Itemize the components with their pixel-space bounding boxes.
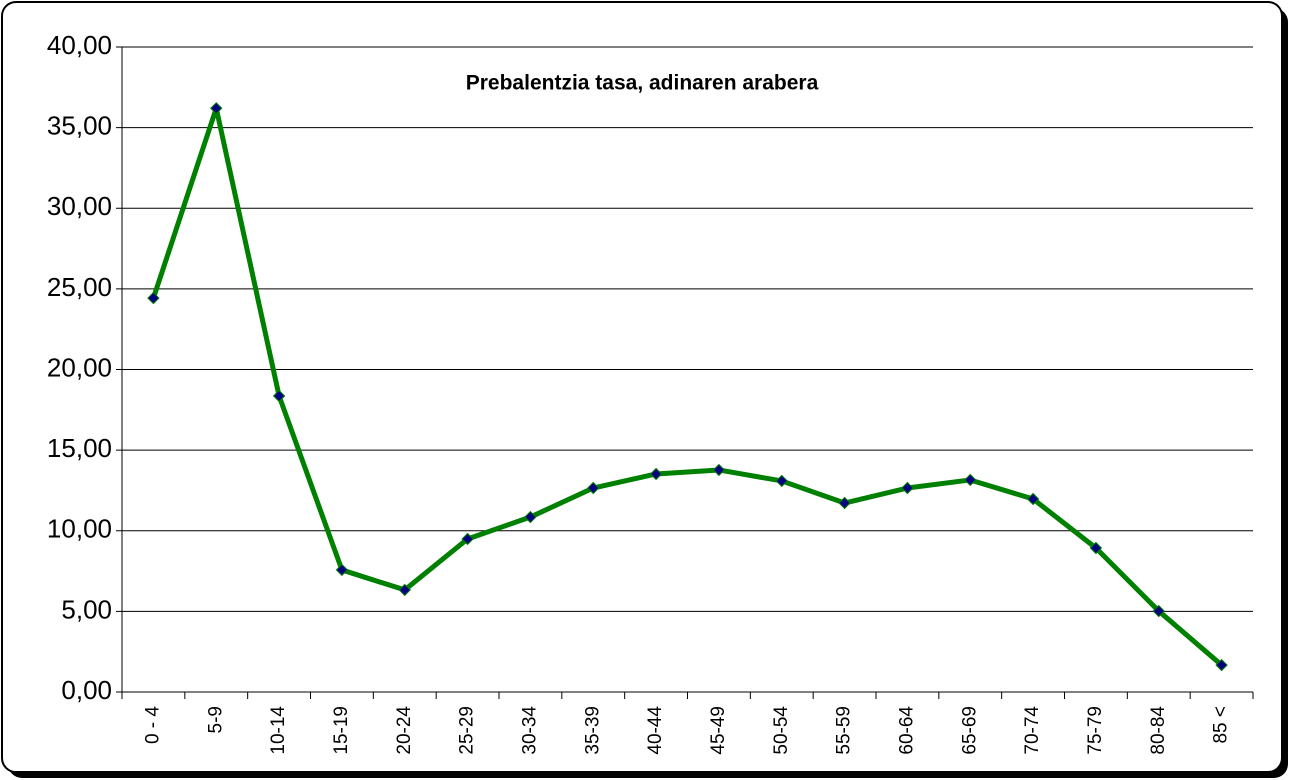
data-marker: [147, 291, 160, 305]
x-tick-label: 35-39: [582, 706, 603, 755]
x-tick-label: 0 - 4: [142, 706, 163, 744]
data-marker: [524, 510, 537, 524]
data-marker: [964, 473, 977, 487]
x-tick-label: 5-9: [205, 706, 226, 733]
data-marker: [335, 563, 349, 577]
data-marker: [1089, 541, 1103, 555]
y-tick-label: 15,00: [47, 433, 112, 463]
x-tick-label: 85 <: [1211, 706, 1232, 744]
x-tick-label: 15-19: [331, 706, 352, 755]
data-marker: [901, 481, 914, 495]
x-tick-label: 30-34: [519, 706, 540, 755]
x-tick-label: 45-49: [708, 706, 729, 755]
x-tick-label: 80-84: [1148, 706, 1169, 755]
chart-title: Prebalentzia tasa, adinaren arabera: [466, 72, 819, 95]
x-tick-label: 55-59: [834, 706, 855, 755]
y-tick-label: 30,00: [47, 191, 112, 221]
x-tick-label: 50-54: [771, 706, 792, 755]
x-tick-label: 10-14: [268, 706, 289, 755]
data-marker: [1152, 604, 1165, 618]
x-tick-label: 40-44: [645, 706, 666, 755]
x-tick-label: 25-29: [457, 706, 478, 755]
y-tick-label: 40,00: [47, 30, 112, 60]
data-marker: [1215, 658, 1228, 672]
y-tick-label: 35,00: [47, 111, 112, 141]
y-tick-label: 0,00: [61, 675, 112, 705]
data-marker: [712, 463, 726, 477]
x-tick-label: 75-79: [1085, 706, 1106, 755]
y-tick-label: 5,00: [61, 594, 112, 624]
y-tick-label: 10,00: [47, 514, 112, 544]
data-marker: [461, 532, 474, 546]
x-tick-label: 60-64: [896, 706, 917, 755]
x-tick-label: 20-24: [394, 706, 415, 755]
data-marker: [1026, 492, 1040, 506]
x-tick-label: 70-74: [1022, 706, 1043, 755]
data-marker: [838, 496, 851, 510]
data-marker: [587, 481, 600, 495]
x-tick-label: 65-69: [959, 706, 980, 755]
data-line: [151, 105, 1224, 667]
data-marker: [272, 389, 286, 403]
data-marker: [398, 583, 411, 597]
data-marker: [649, 467, 663, 481]
data-marker: [775, 474, 788, 488]
y-tick-label: 20,00: [47, 352, 112, 382]
data-marker: [210, 102, 223, 115]
y-tick-label: 25,00: [47, 272, 112, 302]
